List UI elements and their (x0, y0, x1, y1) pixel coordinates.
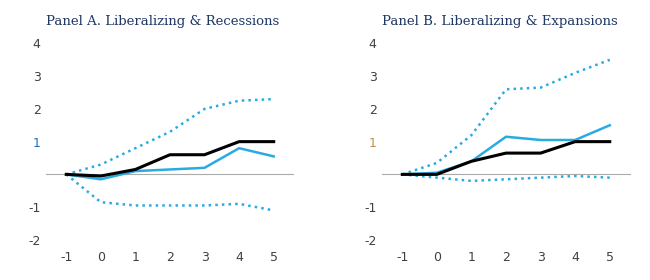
Text: Panel B. Liberalizing & Expansions: Panel B. Liberalizing & Expansions (382, 15, 618, 28)
Text: Panel A. Liberalizing & Recessions: Panel A. Liberalizing & Recessions (46, 15, 279, 28)
